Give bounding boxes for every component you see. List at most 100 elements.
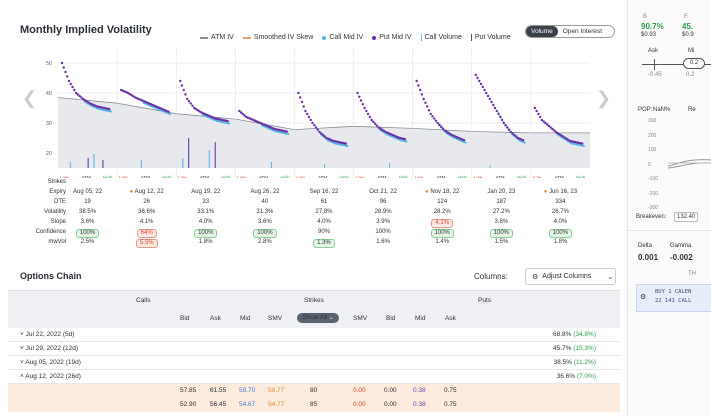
open-interest-toggle-option[interactable]: Open Interest bbox=[562, 28, 603, 35]
order-summary[interactable]: ⚙ BUY 1 CALEN 22 141 CALL bbox=[636, 284, 711, 312]
metric-expiry-value: Aug 19, 22 bbox=[191, 189, 221, 195]
metric-dte-value: 33 bbox=[202, 199, 210, 205]
put-ask-cell[interactable]: 0.75 bbox=[444, 401, 457, 408]
metric-conf-cell: 64% bbox=[127, 229, 167, 238]
metric-expiry-cell[interactable]: Jan 20, 23 bbox=[481, 189, 521, 195]
call-smv-cell[interactable]: 59.77 bbox=[268, 387, 285, 394]
call-ask-cell[interactable]: 61.55 bbox=[210, 387, 227, 394]
metric-dte-cell: 124 bbox=[422, 199, 462, 205]
put-smv-cell[interactable]: 0.00 bbox=[353, 401, 366, 408]
metric-dte-value: 187 bbox=[496, 199, 507, 205]
gamma-value: -0.002 bbox=[670, 253, 693, 262]
metric-mwvol-value: 1.6% bbox=[376, 239, 390, 245]
expiry-row[interactable]: ˅ Aug 05, 2022 (19d) 38.5% (11.2%) bbox=[8, 356, 620, 370]
legend-item[interactable]: Call Mid IV bbox=[322, 34, 363, 41]
chevron-down-icon: ˅ bbox=[20, 331, 26, 338]
slice-high-label: High bbox=[103, 175, 113, 178]
strike-cell[interactable]: 85 bbox=[310, 401, 318, 408]
slice-low-label: Low bbox=[356, 175, 365, 178]
metric-dte-cell: 61 bbox=[304, 199, 344, 205]
metric-conf-cell: 100% bbox=[422, 229, 462, 238]
expiry-row[interactable]: ˅ Jul 29, 2022 (12d) 45.7% (15.3%) bbox=[8, 342, 620, 356]
metric-dte-value: 19 bbox=[84, 199, 91, 205]
put-mid-iv-point bbox=[506, 126, 509, 129]
adjust-columns-label: Adjust Columns bbox=[542, 273, 592, 280]
expiry-row[interactable]: ˄ Aug 12, 2022 (26d) 36.6% (7.0%) bbox=[8, 370, 620, 384]
call-mid-cell[interactable]: 54.67 bbox=[239, 401, 256, 408]
metric-conf-cell: 100% bbox=[68, 229, 108, 238]
slice-low-label: Low bbox=[474, 175, 483, 178]
put-mid-iv-point bbox=[481, 85, 484, 89]
put-ask-cell[interactable]: 0.75 bbox=[444, 387, 457, 394]
chart-legend: ATM IV Smoothed IV Skew Call Mid IV Put Mid… bbox=[200, 34, 511, 41]
metric-row-label: Volatility bbox=[43, 209, 66, 215]
put-mid-iv-point bbox=[538, 115, 542, 119]
option-quote-row[interactable]: 52.90 56.45 54.67 54.77 85 0.00 0.00 0.38 0.75 bbox=[8, 398, 620, 412]
legend-item[interactable]: Smoothed IV Skew bbox=[242, 34, 314, 41]
put-mid-iv-point bbox=[511, 132, 514, 135]
put-mid-iv-point bbox=[184, 93, 187, 96]
put-mid-cell[interactable]: 0.38 bbox=[413, 401, 426, 408]
call-mid-iv-point bbox=[215, 119, 218, 122]
chevron-right-icon[interactable]: ❯ bbox=[596, 88, 612, 108]
call-bid-cell[interactable]: 52.90 bbox=[180, 401, 197, 408]
slice-atm-label: ATM bbox=[436, 175, 445, 178]
options-chain-title: Options Chain bbox=[20, 271, 82, 281]
metric-expiry-cell[interactable]: Aug 26, 22 bbox=[245, 189, 285, 195]
volume-toggle-option[interactable]: Volume bbox=[526, 26, 558, 37]
chevron-down-icon: ˅ bbox=[20, 359, 26, 366]
call-ask-cell[interactable]: 56.45 bbox=[210, 401, 227, 408]
legend-item[interactable]: ATM IV bbox=[200, 34, 234, 41]
metric-expiry-cell[interactable]: ● Nov 18, 22 bbox=[422, 189, 462, 195]
legend-item[interactable]: Call Volume bbox=[420, 34, 462, 41]
call-mid-iv-point bbox=[575, 143, 578, 146]
theta-label: TH bbox=[688, 271, 696, 277]
put-mid-iv-point bbox=[313, 124, 316, 127]
legend-label: Smoothed IV Skew bbox=[253, 34, 314, 41]
price-slider-track[interactable] bbox=[642, 64, 711, 65]
legend-item[interactable]: Put Volume bbox=[470, 34, 511, 41]
chevron-up-icon: ˄ bbox=[20, 373, 26, 380]
metric-vol-value: 31.3% bbox=[256, 209, 274, 215]
show-all-dropdown[interactable]: Show All ⌄ bbox=[297, 313, 339, 323]
price-slider-handle[interactable]: 0.2 bbox=[683, 58, 705, 69]
option-quote-row[interactable]: 57.85 61.55 59.70 59.77 80 0.00 0.00 0.38 0.75 bbox=[8, 384, 620, 398]
put-bid-cell[interactable]: 0.00 bbox=[384, 387, 397, 394]
put-mid-iv-point bbox=[540, 118, 544, 122]
metric-expiry-cell[interactable]: ● Jun 16, 23 bbox=[540, 189, 580, 195]
put-mid-iv-point bbox=[509, 130, 513, 134]
legend-swatch bbox=[470, 34, 472, 41]
adjust-columns-button[interactable]: ⚙ Adjust Columns ⌄ bbox=[525, 268, 616, 285]
legend-swatch bbox=[322, 35, 327, 40]
metric-expiry-cell[interactable]: Sep 16, 22 bbox=[304, 189, 344, 195]
metric-expiry-cell[interactable]: Aug 05, 22 bbox=[68, 189, 108, 195]
f-price: $0.9 bbox=[682, 32, 694, 38]
put-bid-cell[interactable]: 0.00 bbox=[384, 401, 397, 408]
call-bid-cell[interactable]: 57.85 bbox=[180, 387, 197, 394]
pl-tick-label: 0 bbox=[648, 161, 651, 168]
slice-atm-label: ATM bbox=[259, 175, 268, 178]
metric-mwvol-value: 1.3% bbox=[313, 239, 335, 248]
put-mid-iv-point bbox=[447, 131, 450, 134]
metric-vol-cell: 27.8% bbox=[304, 209, 344, 215]
put-mid-iv-point bbox=[561, 135, 565, 138]
call-smv-cell[interactable]: 54.77 bbox=[268, 401, 285, 408]
expiry-row[interactable]: ˅ Jul 22, 2022 (5d) 68.8% (34.8%) bbox=[8, 328, 620, 342]
metric-vol-value: 38.5% bbox=[79, 209, 97, 215]
call-mid-iv-point bbox=[401, 139, 405, 142]
put-mid-iv-point bbox=[514, 135, 518, 138]
put-mid-iv-point bbox=[429, 112, 432, 116]
volume-oi-toggle[interactable]: Volume Open Interest bbox=[525, 25, 615, 38]
metric-vol-value: 33.1% bbox=[197, 209, 215, 215]
pop-label: POP: bbox=[638, 107, 653, 113]
put-smv-cell[interactable]: 0.00 bbox=[353, 387, 366, 394]
call-mid-cell[interactable]: 59.70 bbox=[239, 387, 256, 394]
metric-expiry-cell[interactable]: Oct 21, 22 bbox=[363, 189, 403, 195]
metric-expiry-cell[interactable]: ● Aug 12, 22 bbox=[127, 189, 167, 195]
put-mid-cell[interactable]: 0.38 bbox=[413, 387, 426, 394]
put-mid-iv-point bbox=[476, 76, 479, 80]
chevron-left-icon[interactable]: ❮ bbox=[22, 88, 38, 108]
strike-cell[interactable]: 80 bbox=[310, 387, 318, 394]
metric-expiry-cell[interactable]: Aug 19, 22 bbox=[186, 189, 226, 195]
legend-item[interactable]: Put Mid IV bbox=[372, 34, 412, 41]
